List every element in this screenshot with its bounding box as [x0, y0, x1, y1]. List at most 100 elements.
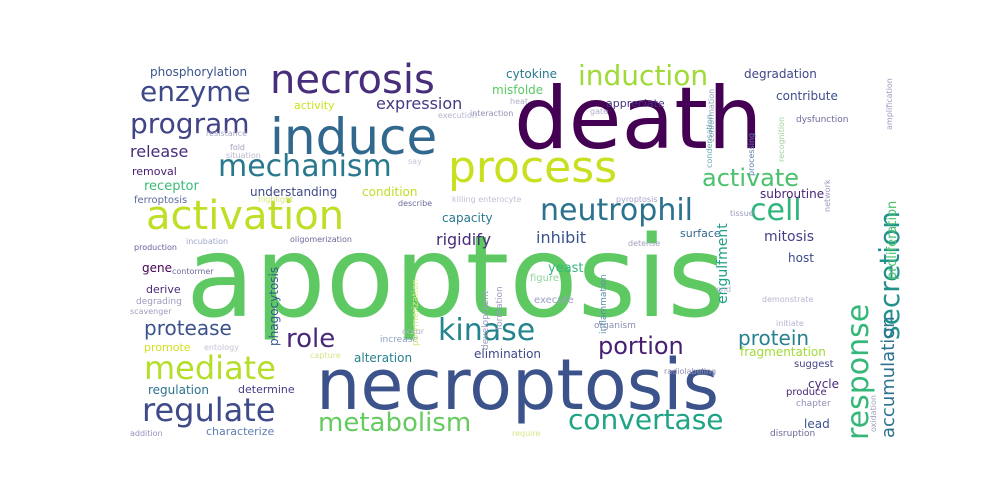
word-release: release	[130, 142, 189, 161]
word-metabolism: metabolism	[318, 408, 472, 438]
word-mitosis: mitosis	[764, 229, 815, 245]
word-highlight: highlight	[258, 195, 294, 204]
word-derive: derive	[146, 283, 181, 296]
word-expression: expression	[376, 94, 463, 113]
word-production: production	[134, 243, 177, 252]
word-capacity: capacity	[442, 211, 493, 225]
word-regulation: regulation	[148, 383, 209, 397]
word-contormer: contormer	[172, 267, 214, 276]
word-fold: fold	[230, 143, 246, 152]
word-regulate: regulate	[142, 391, 276, 429]
word-appreciate: appreciate	[606, 97, 665, 110]
word-occur: occur	[402, 327, 425, 336]
word-heat: heat	[510, 97, 529, 106]
word-yeast: yeast	[548, 261, 584, 276]
word-mediate: mediate	[144, 349, 276, 387]
word-process: process	[448, 142, 618, 193]
word-phagocytosis: phagocytosis	[267, 266, 281, 346]
word-resistance: resistance	[206, 129, 248, 138]
word-radiolabeling: radiolabeling	[664, 367, 717, 376]
word-cycle: cycle	[808, 377, 840, 391]
word-development: development	[481, 290, 491, 350]
word-role: role	[286, 324, 336, 354]
word-inflammation: inflammation	[599, 274, 609, 334]
word-receptor: receptor	[144, 179, 199, 194]
word-cell: cell	[750, 193, 802, 228]
word-require: require	[512, 429, 541, 438]
word-activation: activation	[146, 193, 345, 239]
word-degradation: degradation	[744, 67, 817, 81]
word-oligomerization: oligomerization	[290, 235, 352, 244]
word-convertase: convertase	[568, 403, 724, 436]
word-dysfunction: dysfunction	[796, 115, 849, 125]
word-promote: promote	[144, 341, 191, 354]
word-execution: execution	[438, 111, 477, 120]
word-organism: organism	[594, 321, 636, 331]
word-rigidify: rigidify	[436, 230, 492, 249]
word-alteration: alteration	[354, 351, 413, 365]
word-incubation: incubation	[186, 237, 229, 246]
word-activity: activity	[294, 99, 335, 112]
word-death: death	[514, 69, 763, 169]
word-characterize: characterize	[206, 425, 275, 438]
word-contribute: contribute	[776, 89, 838, 103]
word-proliferation: proliferation	[885, 200, 900, 280]
word-activate: activate	[702, 164, 800, 192]
word-describe: describe	[398, 199, 433, 208]
word-understanding: understanding	[250, 185, 338, 199]
word-induction: induction	[578, 59, 709, 92]
word-misfolde: misfolde	[492, 83, 544, 97]
word-gate: gate	[590, 107, 609, 116]
word-condensation: condensation	[705, 114, 714, 168]
word-portion: portion	[598, 332, 684, 360]
word-removal: removal	[132, 165, 177, 178]
word-accumulation: accumulation	[878, 316, 899, 438]
word-amplification: amplification	[885, 78, 894, 130]
word-pyroptosis: pyroptosis	[616, 195, 658, 204]
word-initiate: initiate	[776, 319, 804, 328]
word-protein: protein	[738, 326, 810, 350]
word-ferroptosis: ferroptosis	[134, 195, 188, 206]
word-demonstrate: demonstrate	[762, 295, 814, 304]
word-necroptosis: necroptosis	[316, 344, 720, 426]
word-neutrophil: neutrophil	[540, 193, 694, 228]
word-interaction: interaction	[470, 109, 514, 118]
word-protease: protease	[144, 316, 232, 340]
word-tissue: tissue	[730, 209, 754, 218]
word-phosphorylation: phosphorylation	[150, 65, 248, 79]
word-mechanism: mechanism	[218, 149, 392, 184]
word-formation: formation	[495, 286, 505, 330]
word-processing: processing	[747, 132, 756, 176]
word-recognition: recognition	[777, 116, 786, 162]
word-subroutine: subroutine	[760, 187, 825, 201]
word-apoptosis: apoptosis	[186, 213, 726, 343]
word-enzyme: enzyme	[140, 75, 251, 108]
word-increase: increase	[380, 335, 418, 345]
word-chapter: chapter	[796, 399, 831, 409]
word-suggest: suggest	[794, 359, 834, 370]
word-determine: determine	[238, 383, 295, 396]
word-capture: capture	[310, 351, 341, 360]
word-program: program	[130, 107, 250, 140]
word-induce: induce	[270, 108, 438, 166]
word-say: say	[408, 157, 422, 166]
word-addition: addition	[130, 429, 163, 438]
word-disruption: disruption	[770, 429, 816, 439]
word-fragmentation: fragmentation	[740, 345, 826, 359]
word-killing-enterocyte: killing enterocyte	[452, 195, 522, 204]
word-figure: figure	[530, 273, 560, 284]
word-entology: entology	[204, 343, 239, 352]
word-necrosis: necrosis	[270, 57, 435, 103]
word-inhibit: inhibit	[536, 228, 587, 247]
word-produce: produce	[786, 387, 827, 398]
word-degrading: degrading	[136, 297, 182, 307]
word-elimination: elimination	[474, 347, 542, 361]
word-cytokine: cytokine	[506, 67, 558, 81]
word-network: network	[823, 179, 832, 213]
word-surface: surface	[680, 227, 721, 240]
word-end: end	[716, 285, 732, 294]
word-gene: gene	[142, 261, 172, 275]
word-host: host	[788, 251, 814, 265]
word-situation: situation	[226, 151, 261, 160]
